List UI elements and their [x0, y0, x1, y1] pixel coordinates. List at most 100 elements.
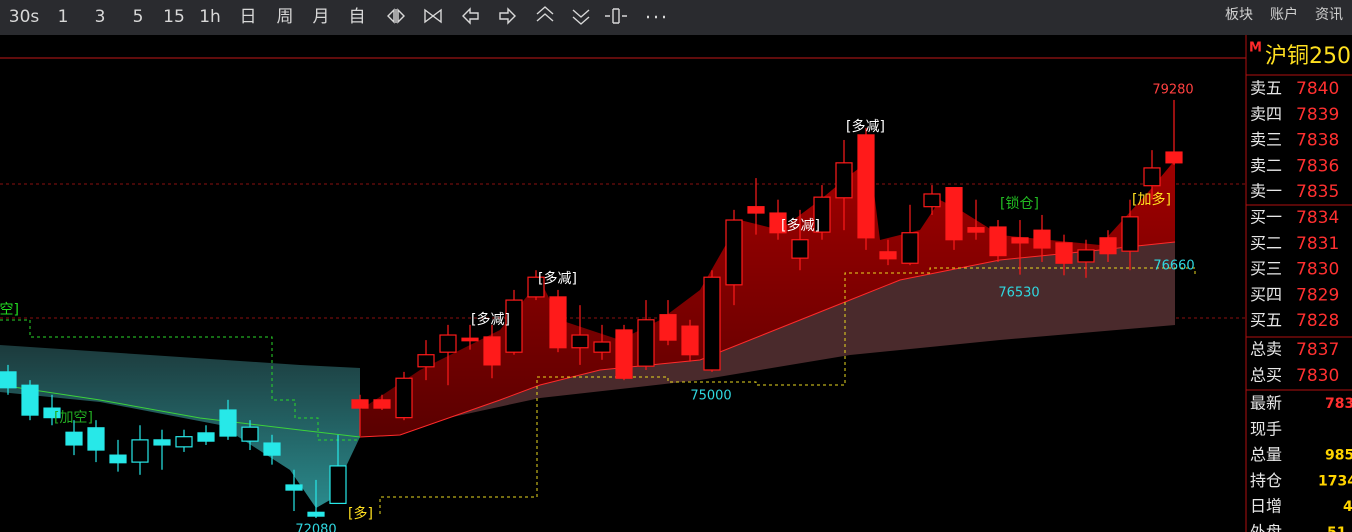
- icon-down[interactable]: [572, 9, 590, 25]
- candle-body: [527, 276, 545, 298]
- candle-body: [65, 431, 83, 446]
- period-button[interactable]: 1: [58, 7, 69, 27]
- candle-body: [637, 319, 655, 367]
- period-button[interactable]: 自: [349, 7, 366, 27]
- quote-label: 卖四: [1250, 104, 1282, 123]
- candle-body: [0, 371, 17, 389]
- quote-value: 7835: [1296, 182, 1339, 202]
- signal-label: [多减]: [471, 311, 510, 328]
- quote-label: 总买: [1250, 366, 1282, 385]
- candle-body: [483, 336, 501, 366]
- candle-body: [923, 193, 941, 208]
- candle-body: [747, 206, 765, 214]
- candle-body: [219, 409, 237, 437]
- period-button[interactable]: 周: [277, 7, 294, 27]
- candle-body: [813, 196, 831, 233]
- quote-label: 买五: [1250, 311, 1282, 330]
- period-button[interactable]: 5: [133, 7, 144, 27]
- candle-body: [439, 334, 457, 353]
- icon-shrink[interactable]: [424, 8, 442, 24]
- candle-body: [989, 226, 1007, 257]
- candle-body: [1099, 237, 1117, 255]
- stat-value: 51: [1327, 525, 1346, 532]
- candle-body: [285, 484, 303, 491]
- candle-body: [1011, 237, 1029, 244]
- candle-body: [417, 354, 435, 368]
- period-button[interactable]: 3: [95, 7, 106, 27]
- candle-body: [769, 212, 787, 234]
- signal-label: [锁仓]: [1000, 196, 1039, 212]
- candle-body: [153, 439, 171, 446]
- trend-line: [0, 384, 361, 438]
- chart-area: [空] [加空] [多] [多减] [多减] [多减] [多减] [锁仓] [加多] 79280 7…: [0, 57, 1246, 532]
- candle-body: [571, 334, 589, 349]
- icon-fit[interactable]: [605, 8, 627, 24]
- icon-up[interactable]: [536, 6, 554, 22]
- quote-label: 卖三: [1250, 130, 1282, 149]
- extreme-label: 75000: [690, 389, 731, 404]
- candle-body: [505, 299, 523, 353]
- quote-value: 7830: [1296, 260, 1339, 280]
- quote-value: 7828: [1296, 311, 1339, 331]
- candle-body: [197, 432, 215, 442]
- stat-value: 1734: [1318, 473, 1352, 489]
- period-button[interactable]: 1h: [199, 7, 221, 27]
- nav-link[interactable]: 板块: [1225, 7, 1253, 23]
- stat-label: 日增: [1250, 497, 1282, 516]
- period-button[interactable]: 月: [313, 7, 330, 27]
- quote-label: 卖二: [1250, 156, 1282, 175]
- icon-right[interactable]: [499, 7, 516, 25]
- stat-label: 总量: [1250, 445, 1282, 464]
- stop-line: [0, 319, 360, 441]
- bear-cloud: [0, 345, 360, 508]
- period-button[interactable]: 日: [240, 7, 257, 27]
- candle-body: [901, 232, 919, 264]
- signal-label: [空]: [0, 302, 19, 318]
- candle-body: [351, 399, 369, 409]
- stop-line: [379, 267, 1196, 514]
- stat-label: 外盘: [1250, 523, 1282, 532]
- quote-label: 卖五: [1250, 79, 1282, 98]
- candle-body: [1033, 229, 1051, 249]
- quote-value: 7838: [1296, 131, 1339, 151]
- candle-body: [329, 465, 347, 505]
- quote-panel: M 沪铜250 卖五 7840 卖四 7839 卖三 7838 卖二 7836 卖一 7835 买一…: [1245, 35, 1352, 532]
- nav-link[interactable]: 账户: [1270, 6, 1298, 23]
- nav-link[interactable]: 资讯: [1315, 7, 1343, 23]
- stat-label: 最新: [1250, 394, 1282, 413]
- icon-left[interactable]: [462, 7, 479, 25]
- quote-label: 买三: [1250, 259, 1282, 278]
- candle-body: [395, 377, 413, 419]
- candle-body: [593, 341, 611, 353]
- quote-value: 7834: [1296, 208, 1339, 228]
- stat-label: 持仓: [1250, 471, 1282, 490]
- candle-body: [241, 426, 259, 442]
- quote-label: 买二: [1250, 233, 1282, 252]
- instrument-title: 沪铜250: [1265, 44, 1351, 69]
- candle-body: [791, 239, 809, 259]
- quote-label: 买四: [1250, 285, 1282, 304]
- toolbar-icons[interactable]: [387, 6, 665, 25]
- icon-zoom[interactable]: [387, 8, 405, 24]
- candle-body: [87, 427, 105, 451]
- candle-body: [945, 187, 963, 241]
- candle-body: [879, 251, 897, 260]
- stat-value: 4: [1343, 499, 1352, 515]
- period-button[interactable]: 30s: [9, 7, 40, 27]
- extreme-label: 72080: [295, 523, 336, 532]
- period-button[interactable]: 15: [163, 7, 185, 27]
- candle-body: [549, 296, 567, 349]
- extreme-label: 76530: [998, 286, 1039, 301]
- toolbar: [0, 0, 1352, 35]
- signal-label: [加空]: [54, 410, 93, 426]
- flag: M: [1249, 41, 1262, 56]
- quote-value: 7840: [1296, 79, 1339, 99]
- band: [360, 242, 1175, 437]
- trend-line: [359, 241, 1176, 438]
- panel-bg: [1246, 35, 1352, 532]
- extreme-label: 79280: [1152, 83, 1193, 98]
- candle-body: [725, 219, 743, 286]
- candle-body: [175, 436, 193, 448]
- candle-body: [1055, 242, 1073, 264]
